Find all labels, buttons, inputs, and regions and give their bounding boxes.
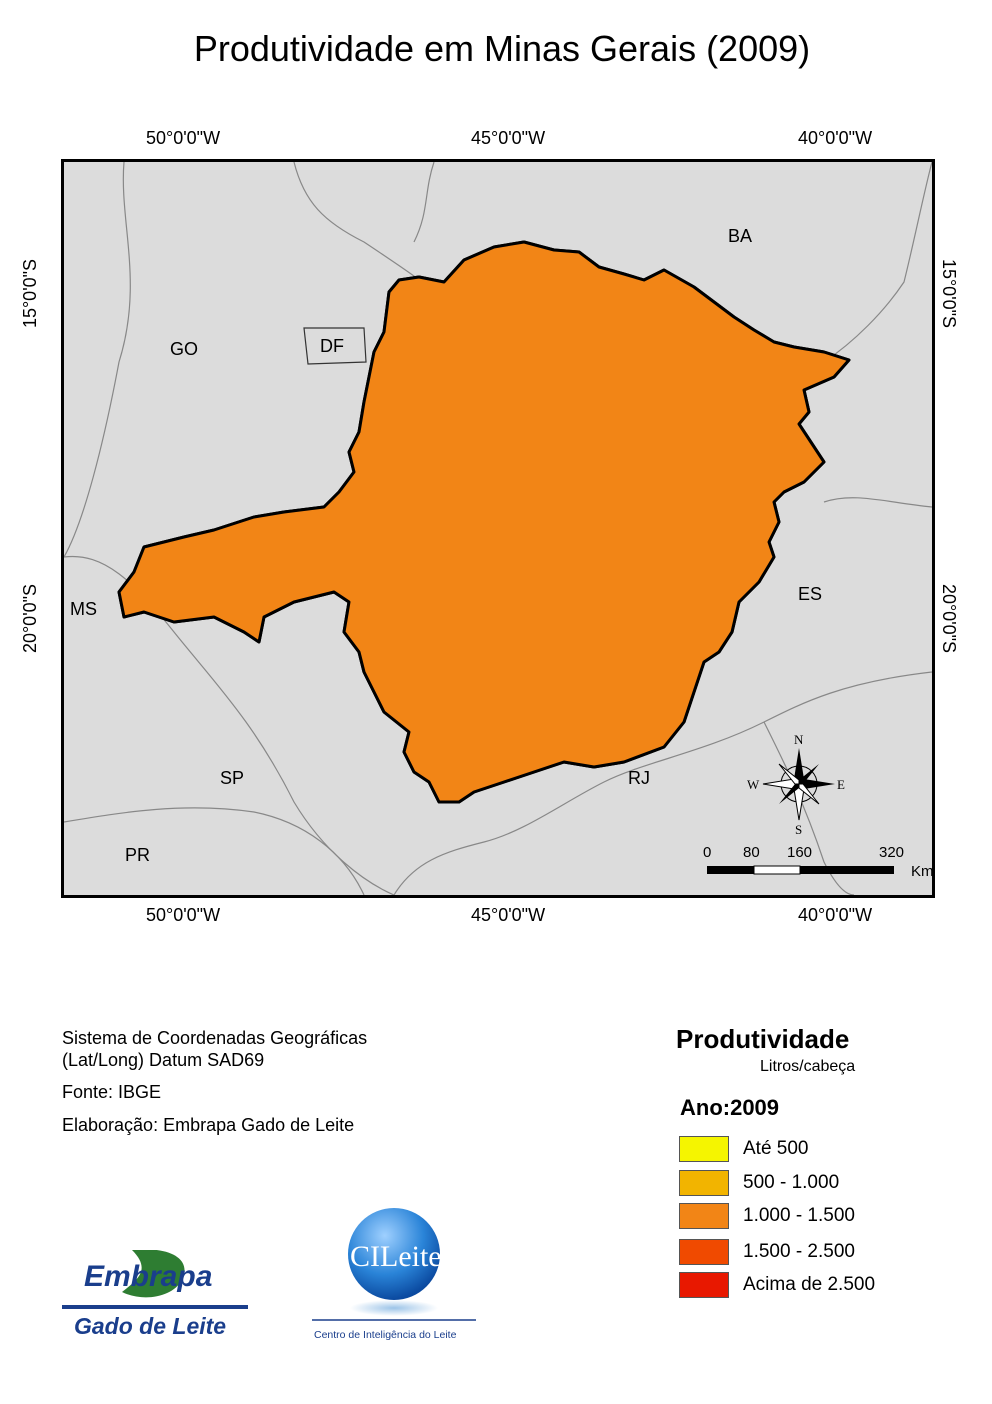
state-label-go: GO [170, 339, 198, 359]
minas-gerais-choropleth [117, 240, 851, 804]
scale-label-0: 0 [703, 844, 711, 861]
embrapa-leaf-icon [122, 1250, 185, 1298]
legend-title: Produtividade [676, 1024, 850, 1054]
state-label-es: ES [798, 584, 822, 604]
bottom-tick-40w: 40°0'0"W [798, 905, 873, 925]
legend-item: 1.500 - 2.500 [679, 1238, 855, 1266]
scale-label-160: 160 [787, 844, 812, 861]
legend-swatch [679, 1203, 729, 1229]
compass-w: W [747, 777, 760, 792]
legend-item: Até 500 [679, 1135, 809, 1163]
scale-bar: 0 80 160 320 Km [703, 844, 932, 880]
map-canvas: BA GO DF MS ES SP RJ PR N S E W 0 80 160 [64, 162, 932, 895]
state-borders [64, 162, 932, 895]
compass-e: E [837, 777, 845, 792]
embrapa-subtitle: Gado de Leite [74, 1313, 226, 1339]
author-text: Elaboração: Embrapa Gado de Leite [62, 1115, 355, 1135]
compass-rose-icon: N S E W [747, 732, 845, 837]
legend-year: Ano:2009 [680, 1095, 780, 1120]
legend-swatch [679, 1136, 729, 1162]
cileite-ball-icon [348, 1208, 440, 1300]
state-label-df: DF [320, 336, 344, 356]
df-outline [303, 327, 367, 365]
state-label-ba: BA [728, 226, 752, 246]
state-label-sp: SP [220, 768, 244, 788]
coord-system-line1: Sistema de Coordenadas Geográficas [62, 1028, 368, 1048]
right-tick-15s: 15°0'0"S [939, 258, 960, 329]
state-label-pr: PR [125, 845, 150, 865]
legend-item: 500 - 1.000 [679, 1169, 839, 1197]
compass-s: S [795, 822, 802, 837]
legend-item: 1.000 - 1.500 [679, 1202, 855, 1230]
left-tick-20s: 20°0'0"S [20, 583, 41, 654]
right-tick-20s: 20°0'0"S [939, 583, 960, 654]
map-title: Produtividade em Minas Gerais (2009) [193, 28, 811, 69]
legend-swatch [679, 1170, 729, 1196]
cileite-subtitle: Centro de Inteligência do Leite [314, 1329, 457, 1341]
state-label-ms: MS [70, 599, 97, 619]
top-tick-50w: 50°0'0"W [146, 128, 221, 148]
scale-label-320: 320 [879, 844, 904, 861]
legend-subtitle: Litros/cabeça [760, 1058, 856, 1075]
state-label-rj: RJ [628, 768, 650, 788]
cileite-wordmark: CILeite [350, 1240, 442, 1273]
legend-item: Acima de 2.500 [679, 1271, 875, 1299]
legend-label: Até 500 [743, 1138, 809, 1159]
legend-label: 1.000 - 1.500 [743, 1205, 855, 1226]
legend-swatch [679, 1272, 729, 1298]
map-frame: BA GO DF MS ES SP RJ PR N S E W 0 80 160 [61, 159, 935, 898]
legend-label: Acima de 2.500 [743, 1274, 876, 1295]
legend-swatch [679, 1239, 729, 1265]
left-tick-15s: 15°0'0"S [20, 258, 41, 329]
scale-label-80: 80 [743, 844, 760, 861]
embrapa-logo: Embrapa Gado de Leite [62, 1250, 248, 1339]
top-tick-40w: 40°0'0"W [798, 128, 873, 148]
cileite-logo: CILeite Centro de Inteligência do Leite [312, 1208, 476, 1341]
coord-system-line2: (Lat/Long) Datum SAD69 [62, 1050, 265, 1070]
legend-label: 1.500 - 2.500 [743, 1241, 855, 1262]
compass-n: N [794, 732, 804, 747]
top-tick-45w: 45°0'0"W [471, 128, 546, 148]
embrapa-wordmark: Embrapa [84, 1260, 212, 1293]
bottom-tick-45w: 45°0'0"W [471, 905, 546, 925]
source-text: Fonte: IBGE [62, 1082, 162, 1102]
scale-unit: Km [911, 863, 932, 880]
legend-label: 500 - 1.000 [743, 1172, 840, 1193]
bottom-tick-50w: 50°0'0"W [146, 905, 221, 925]
